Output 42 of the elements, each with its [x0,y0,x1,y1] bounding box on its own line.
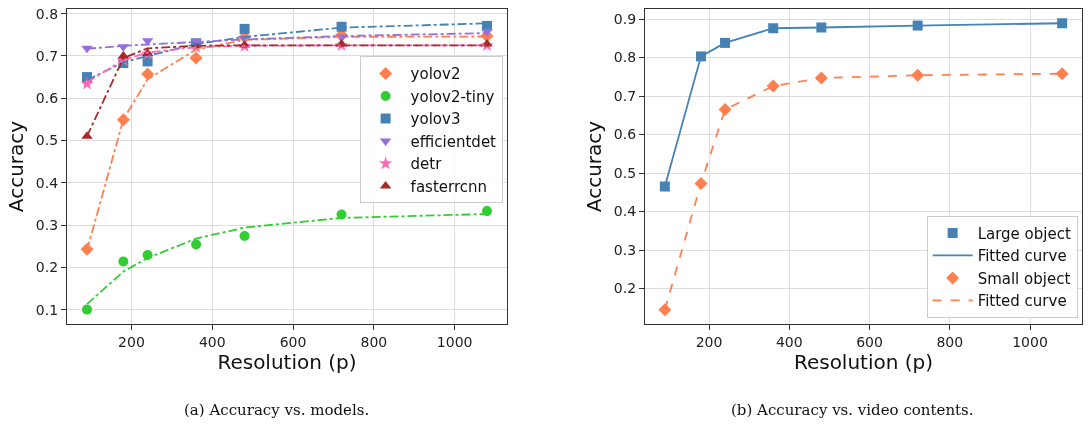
x-tick-label: 1000 [436,333,473,350]
legend-label: yolov2-tiny [410,87,495,106]
y-tick-label: 0.6 [613,126,637,143]
y-tick-label: 0.7 [35,47,59,64]
legend-label: efficientdet [410,132,497,151]
y-tick-label: 0.4 [35,174,59,191]
y-tick-label: 0.4 [613,203,637,220]
legend-label: Fitted curve [977,247,1067,266]
y-tick-label: 0.3 [613,241,637,258]
y-tick-label: 0.9 [613,10,637,27]
x-tick-label: 600 [279,333,307,350]
y-tick-label: 0.1 [35,301,59,318]
x-tick-label: 1000 [1012,333,1048,350]
y-tick-label: 0.5 [613,164,637,181]
legend-label: Small object [977,269,1071,288]
y-tick-label: 0.3 [35,216,59,233]
y-tick-label: 0.2 [613,280,637,297]
x-tick-label: 800 [360,333,388,350]
x-axis-title: Resolution (p) [793,349,934,374]
x-tick-label: 400 [775,333,803,350]
y-axis-title: Accuracy [4,120,29,213]
legend-label: Large object [977,224,1071,243]
x-tick-label: 800 [936,333,964,350]
x-tick-label: 200 [118,333,145,350]
legend-label: Fitted curve [977,292,1067,311]
y-tick-label: 0.7 [613,87,637,104]
y-axis-title: Accuracy [582,120,607,213]
text: (a) Accuracy vs. models. [184,401,370,419]
x-tick-label: 200 [695,333,723,350]
y-tick-label: 0.5 [35,132,59,149]
y-tick-label: 0.8 [35,5,59,22]
x-tick-label: 600 [856,333,883,350]
y-tick-label: 0.8 [613,49,637,66]
y-tick-label: 0.2 [35,259,59,276]
x-tick-label: 400 [198,333,226,350]
text: (b) Accuracy vs. video contents. [731,401,974,419]
x-axis-title: Resolution (p) [217,349,357,374]
legend-label: fasterrcnn [410,177,488,196]
legend-label: yolov3 [410,110,461,129]
y-tick-label: 0.6 [35,90,59,107]
legend-label: detr [410,155,443,174]
legend-label: yolov2 [410,65,461,84]
